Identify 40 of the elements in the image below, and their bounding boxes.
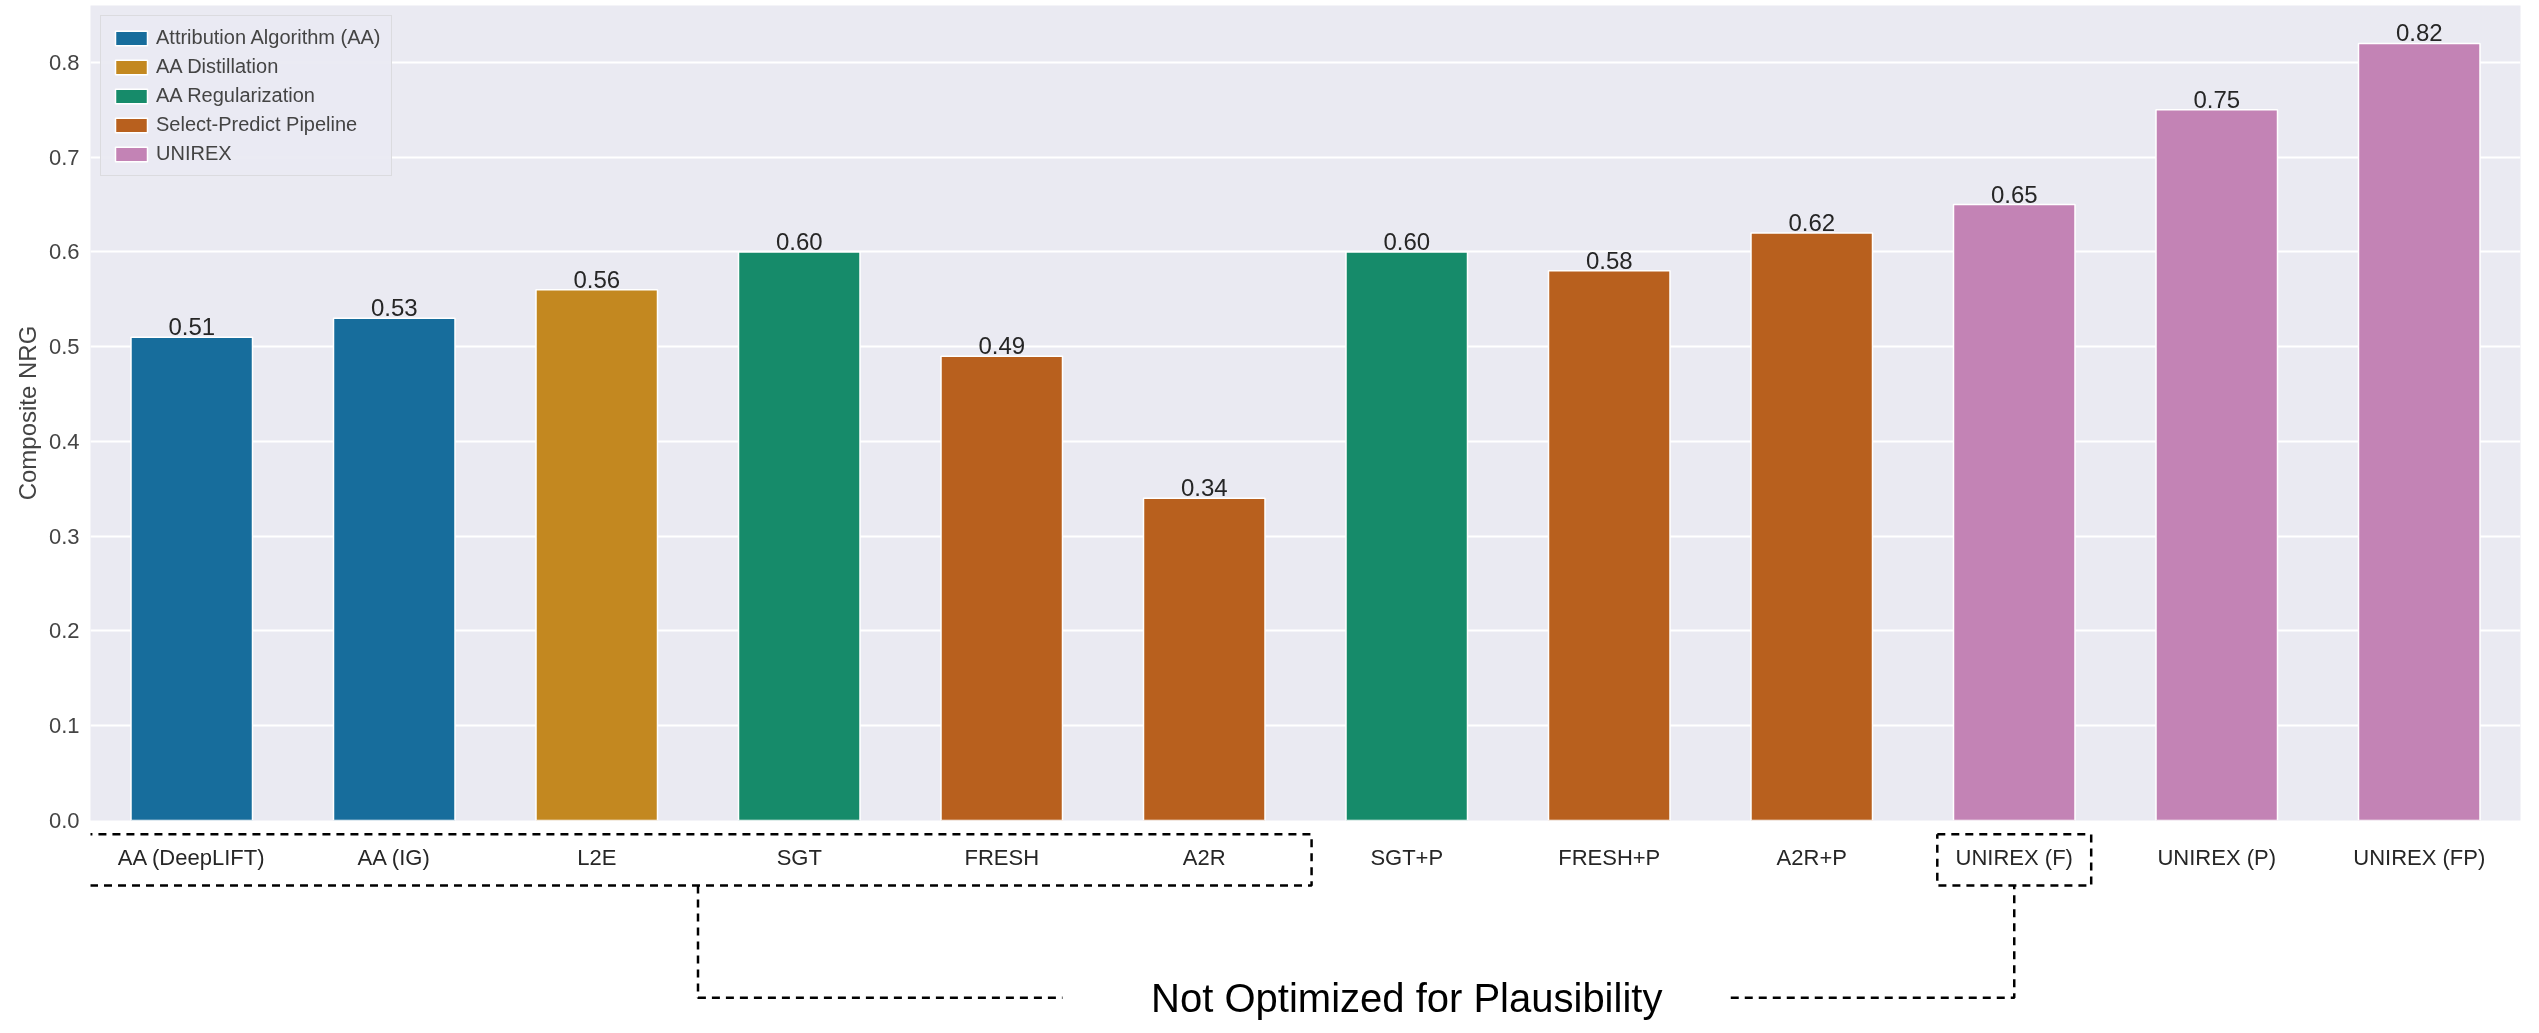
y-tick-label: 0.4 <box>48 428 80 454</box>
data-label: 0.58 <box>1585 246 1633 274</box>
y-tick-label: 0.2 <box>48 618 80 644</box>
y-tick-label: 0.5 <box>48 334 80 360</box>
y-tick-label: 0.7 <box>48 144 80 170</box>
x-tick-label: FRESH+P <box>1558 844 1661 870</box>
x-tick-label: UNIREX (P) <box>2157 844 2277 870</box>
x-tick-label: AA (IG) <box>357 844 430 870</box>
y-tick-label: 0.6 <box>48 239 80 265</box>
legend-label: Select-Predict Pipeline <box>156 113 358 136</box>
data-label: 0.56 <box>573 265 621 293</box>
data-label: 0.65 <box>1990 180 2038 208</box>
legend-label: UNIREX <box>156 142 232 165</box>
data-label: 0.34 <box>1180 474 1228 502</box>
data-label: 0.82 <box>2395 19 2443 47</box>
data-label: 0.49 <box>978 332 1026 360</box>
legend-label: AA Distillation <box>156 55 279 78</box>
data-label: 0.75 <box>2193 85 2241 113</box>
data-label: 0.51 <box>168 313 216 341</box>
x-tick-label: A2R+P <box>1776 844 1847 870</box>
x-tick-label: AA (DeepLIFT) <box>117 844 265 870</box>
y-axis-title: Composite NRG <box>13 325 41 501</box>
y-tick-label: 0.0 <box>48 808 80 833</box>
legend-label: AA Regularization <box>156 84 315 107</box>
y-tick-label: 0.1 <box>48 713 80 739</box>
x-tick-label: FRESH <box>964 844 1040 870</box>
x-tick-label: UNIREX (F) <box>1955 844 2073 870</box>
data-label: 0.53 <box>370 294 418 322</box>
x-tick-label: UNIREX (FP) <box>2353 844 2486 870</box>
x-tick-label: SGT <box>776 844 822 870</box>
text: Not Optimized for Plausibility <box>1151 975 1663 1020</box>
y-tick-label: 0.3 <box>48 523 80 549</box>
data-label: 0.62 <box>1788 208 1836 236</box>
x-tick-label: L2E <box>577 844 617 870</box>
y-tick-label: 0.8 <box>48 49 80 75</box>
data-label: 0.60 <box>1383 227 1431 255</box>
data-label: 0.60 <box>775 227 823 255</box>
x-tick-label: A2R <box>1182 844 1226 870</box>
legend-label: Attribution Algorithm (AA) <box>156 26 381 49</box>
x-tick-label: SGT+P <box>1370 844 1444 870</box>
